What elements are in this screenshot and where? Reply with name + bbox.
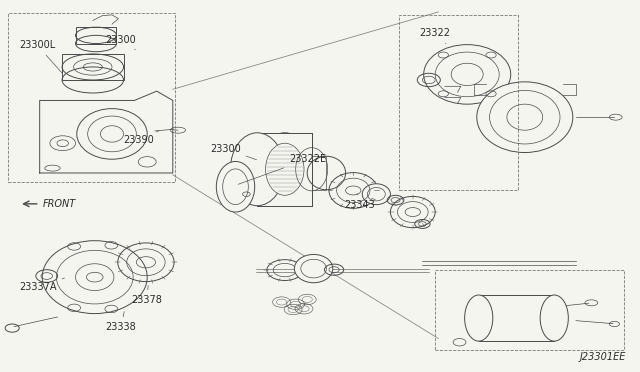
Ellipse shape (390, 196, 435, 228)
Text: 23322E: 23322E (238, 154, 326, 184)
Text: 23300: 23300 (106, 35, 136, 50)
Text: 23300: 23300 (210, 144, 257, 160)
Bar (8, 13, 175, 182)
Text: FRONT: FRONT (42, 199, 76, 209)
Text: 23378: 23378 (131, 285, 162, 305)
Text: 23322: 23322 (419, 29, 450, 44)
Ellipse shape (266, 143, 304, 195)
Text: 23338: 23338 (106, 311, 136, 332)
Text: J23301EE: J23301EE (580, 352, 626, 362)
Ellipse shape (258, 133, 312, 206)
Ellipse shape (216, 161, 255, 212)
Ellipse shape (424, 45, 511, 104)
Text: 23390: 23390 (123, 131, 159, 144)
Text: 23343: 23343 (344, 193, 375, 210)
Ellipse shape (230, 133, 284, 206)
Ellipse shape (477, 82, 573, 153)
Text: 23337A: 23337A (19, 278, 65, 292)
Bar (435, 270, 624, 350)
Bar (399, 15, 518, 190)
Ellipse shape (540, 295, 568, 341)
FancyBboxPatch shape (479, 295, 554, 341)
Ellipse shape (362, 184, 390, 205)
Text: 23300L: 23300L (19, 41, 62, 73)
Ellipse shape (329, 173, 378, 208)
Ellipse shape (465, 295, 493, 341)
FancyBboxPatch shape (257, 133, 312, 206)
Ellipse shape (294, 254, 333, 283)
